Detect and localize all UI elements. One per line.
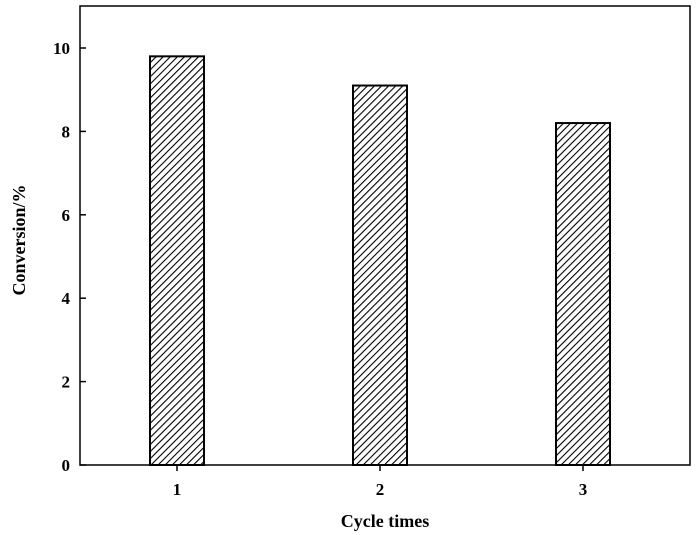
y-tick-label: 0 [62, 456, 71, 475]
bar-cycle-2 [352, 84, 408, 466]
y-axis-label: Conversion/% [9, 184, 29, 295]
y-tick-label: 2 [62, 373, 71, 392]
y-tick-label: 10 [53, 39, 70, 58]
y-tick-label: 8 [62, 122, 71, 141]
x-tick-label: 2 [376, 480, 385, 499]
y-axis: 0 2 4 6 8 10 [53, 39, 86, 475]
x-axis: 1 2 3 [173, 465, 588, 499]
bars-group [149, 55, 611, 467]
y-tick-label: 4 [62, 289, 71, 308]
y-tick-label: 6 [62, 206, 71, 225]
bar-cycle-1 [149, 55, 205, 467]
x-tick-label: 3 [579, 480, 588, 499]
x-axis-label: Cycle times [341, 511, 429, 531]
bar-cycle-3 [555, 122, 611, 466]
x-tick-label: 1 [173, 480, 182, 499]
